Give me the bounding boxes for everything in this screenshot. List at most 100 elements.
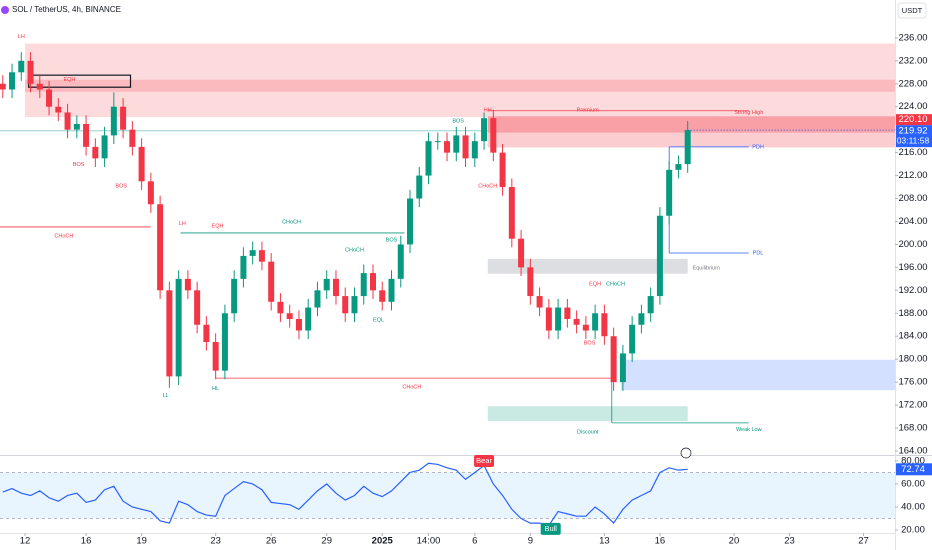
candle-body xyxy=(9,72,16,90)
candle-body xyxy=(175,278,182,377)
currency-label: USDT xyxy=(902,6,923,15)
candle-body xyxy=(397,244,404,279)
alert-icon[interactable] xyxy=(680,447,692,459)
candle-body xyxy=(536,296,543,308)
annotation: BOS xyxy=(73,162,85,168)
annotation: Premium xyxy=(577,108,599,114)
y-tick-label: 228.00 xyxy=(898,78,927,89)
countdown: 03:11:58 xyxy=(897,135,930,145)
plot-area: LH EQH BOS BOS CHoCH LH EQH CHoCH CHoCH BOS EQL LL H… xyxy=(0,34,895,436)
candle-body xyxy=(518,238,525,268)
zone xyxy=(621,359,895,391)
candle-body xyxy=(64,112,71,130)
chart-title: SOL / TetherUS, 4h, BINANCE xyxy=(12,5,121,14)
candle-body xyxy=(120,106,127,130)
candle-body xyxy=(258,250,265,262)
candle-body xyxy=(471,141,478,159)
candle-body xyxy=(407,198,414,245)
annotation: LH xyxy=(179,221,186,227)
candle-body xyxy=(656,215,663,297)
candle-body xyxy=(203,324,210,342)
x-tick-label: 9 xyxy=(528,536,533,547)
rsi-value: 72.74 xyxy=(901,464,925,475)
candle-body xyxy=(601,313,608,337)
candle-body xyxy=(184,278,191,291)
price-tag: 220.10 xyxy=(898,114,927,125)
annotation: Weak Low xyxy=(736,427,762,433)
last-price: 219.92 xyxy=(898,126,927,137)
candle-body xyxy=(592,313,599,331)
candle-body xyxy=(638,313,645,325)
y-tick-label: 204.00 xyxy=(898,216,927,227)
rsi-tick-label: 60.00 xyxy=(901,478,925,489)
candle-body xyxy=(0,83,6,90)
x-tick-label: 27 xyxy=(858,536,869,547)
candle-body xyxy=(323,278,330,291)
x-tick-label: 20 xyxy=(729,536,740,547)
candle-body xyxy=(27,60,34,84)
y-tick-label: 188.00 xyxy=(898,308,927,319)
candle-body xyxy=(610,336,617,383)
rsi-band xyxy=(0,472,895,519)
annotation: CHoCH xyxy=(478,183,497,189)
candle-body xyxy=(332,278,339,297)
candle-body xyxy=(36,83,43,90)
annotation: EQL xyxy=(373,318,384,324)
y-tick-label: 216.00 xyxy=(898,147,927,158)
rsi-value-bg xyxy=(896,463,932,476)
x-tick-label: 23 xyxy=(210,536,221,547)
y-tick-label: 208.00 xyxy=(898,193,927,204)
candle-body xyxy=(129,129,136,147)
annotation: CHoCH xyxy=(282,220,301,226)
annotation: HH xyxy=(484,108,492,114)
candle-body xyxy=(481,118,488,142)
candle-body xyxy=(305,307,312,331)
x-tick-label: 26 xyxy=(266,536,277,547)
candle-body xyxy=(101,135,108,159)
x-tick-label: 6 xyxy=(472,536,477,547)
candle-body xyxy=(425,141,432,176)
candle-body xyxy=(240,255,247,279)
y-tick-label: 184.00 xyxy=(898,331,927,342)
candle-body xyxy=(221,313,228,371)
zone xyxy=(487,116,895,133)
annotation: BOS xyxy=(386,237,398,243)
x-tick-label: 16 xyxy=(655,536,666,547)
candle-body xyxy=(268,261,275,302)
candle-body xyxy=(573,319,580,325)
y-tick-label: 212.00 xyxy=(898,170,927,181)
candle-body xyxy=(462,135,469,159)
divergence-tag-bg xyxy=(540,522,561,535)
annotation: HL xyxy=(212,386,219,392)
x-tick-label: 29 xyxy=(321,536,332,547)
candle-body xyxy=(55,106,62,113)
candle-body xyxy=(490,118,497,153)
zone xyxy=(487,406,688,422)
candle-body xyxy=(157,204,164,291)
annotation: EQH xyxy=(589,281,601,287)
annotation: CHoCH xyxy=(345,248,364,254)
annotation: CHoCH xyxy=(54,233,73,239)
candle-body xyxy=(166,290,173,377)
divergence-tag: Bull xyxy=(544,524,557,533)
price-tag-bg xyxy=(896,114,932,126)
zone xyxy=(487,116,895,148)
candle-body xyxy=(138,146,145,182)
y-tick-label: 200.00 xyxy=(898,239,927,250)
candle-body xyxy=(453,135,460,153)
candle-body xyxy=(675,164,682,170)
candle-body xyxy=(277,301,284,314)
candle-body xyxy=(18,60,25,73)
candle-body xyxy=(555,307,562,331)
candle-body xyxy=(351,296,358,314)
candle-body xyxy=(369,273,376,291)
annotation: BOS xyxy=(115,183,127,189)
candle-body xyxy=(647,296,654,314)
annotation: EQH xyxy=(212,224,224,230)
x-tick-label: 23 xyxy=(784,536,795,547)
y-tick-label: 180.00 xyxy=(898,354,927,365)
candle-body xyxy=(527,267,534,297)
rsi-tick-label: 20.00 xyxy=(901,525,925,536)
rsi-tick-label: 80.00 xyxy=(901,455,925,466)
currency-button[interactable] xyxy=(897,2,927,19)
